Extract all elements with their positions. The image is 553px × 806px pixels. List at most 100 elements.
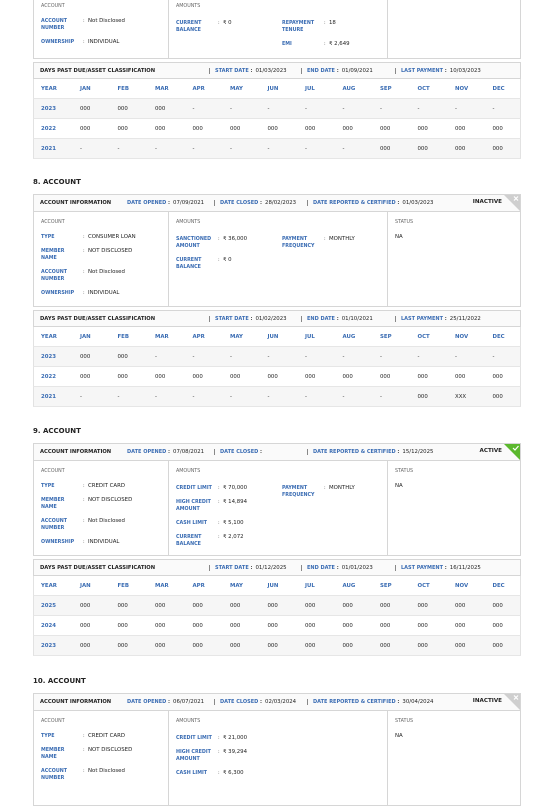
field-value: 18 <box>329 20 336 26</box>
dpd-header-cell: APR <box>192 334 205 340</box>
amounts-right: PAYMENT FREQUENCY MONTHLY <box>282 485 386 506</box>
field: OWNERSHIP INDIVIDUAL <box>41 290 161 297</box>
column-heading: STATUS <box>395 469 413 474</box>
dpd-cell: 000 <box>192 603 203 609</box>
amounts-left: CREDIT LIMIT ₹ 21,000 HIGH CREDIT AMOUNT ₹ … <box>176 735 280 784</box>
dpd-cell: 000 <box>417 623 428 629</box>
dpd-cell: - <box>267 146 270 152</box>
amounts-column: AMOUNTS CURRENT BALANCE ₹ 0 REPAYMENT TENUR… <box>168 0 387 58</box>
field-label: CREDIT LIMIT <box>176 735 216 742</box>
dpd-cell: 000 <box>492 374 503 380</box>
field: ACCOUNT NUMBER Not Disclosed <box>41 518 161 532</box>
account-status: INACTIVE <box>472 698 502 704</box>
dpd-cell: 000 <box>230 603 241 609</box>
field-label: ACCOUNT NUMBER <box>41 269 81 283</box>
column-heading: AMOUNTS <box>176 220 201 225</box>
dpd-cell: - <box>380 394 382 400</box>
amounts-column: AMOUNTS SANCTIONED AMOUNT ₹ 36,000 CURRENT … <box>168 212 387 306</box>
dpd-cell: - <box>155 354 157 360</box>
date-reported-value: 30/04/2024 <box>402 699 434 705</box>
column-heading: AMOUNTS <box>176 4 201 9</box>
field: EMI ₹ 2,649 <box>282 41 386 48</box>
dpd-row: 2023 000 000 000 000 000 000 000 000 000 000 000 000 <box>33 636 521 656</box>
status-value: NA <box>395 733 403 739</box>
dpd-header-cell: NOV <box>455 583 469 589</box>
amounts-left: SANCTIONED AMOUNT ₹ 36,000 CURRENT BALANCE… <box>176 236 280 278</box>
dpd-row: 2021 - - - - - - - - - 000 XXX 000 <box>33 387 521 407</box>
date-closed-label: DATE CLOSED <box>220 449 265 455</box>
dpd-header-cell: JUL <box>305 583 315 589</box>
field-value: ₹ 39,294 <box>223 749 248 755</box>
dpd-cell: 000 <box>455 623 466 629</box>
last-payment-value: 16/11/2025 <box>449 565 481 571</box>
dpd-cell: - <box>267 394 270 400</box>
account-details: ACCOUNT ACCOUNT NUMBER Not Disclosed OWNERS… <box>33 0 521 59</box>
account-status: INACTIVE <box>472 199 502 205</box>
field-value: ₹ 14,894 <box>223 499 248 505</box>
dpd-cell: 000 <box>117 374 128 380</box>
field-label: MEMBER NAME <box>41 248 81 262</box>
dpd-header-cell: JUN <box>267 583 279 589</box>
dpd-header-cell: OCT <box>417 583 430 589</box>
field-label: ACCOUNT NUMBER <box>41 18 81 32</box>
field-label: OWNERSHIP <box>41 39 81 46</box>
amounts-left: CURRENT BALANCE ₹ 0 <box>176 20 280 41</box>
field: ACCOUNT NUMBER Not Disclosed <box>41 18 161 32</box>
field: CREDIT LIMIT ₹ 21,000 <box>176 735 280 742</box>
date-reported-label: DATE REPORTED & CERTIFIED <box>313 200 402 206</box>
field-label: PAYMENT FREQUENCY <box>282 485 322 499</box>
end-date-value: 01/01/2023 <box>341 565 373 571</box>
dpd-cell: 000 <box>80 354 91 360</box>
dpd-cell: - <box>155 146 157 152</box>
field-label: TYPE <box>41 234 81 241</box>
start-date-label: START DATE <box>215 316 255 322</box>
dpd-year: 2023 <box>41 106 57 112</box>
badge-corner <box>504 444 520 460</box>
field: OWNERSHIP INDIVIDUAL <box>41 39 161 46</box>
field-label: OWNERSHIP <box>41 539 81 546</box>
dpd-cell: 000 <box>455 643 466 649</box>
field: CASH LIMIT ₹ 5,100 <box>176 520 280 527</box>
dpd-header-cell: FEB <box>117 583 129 589</box>
field-value: ₹ 21,000 <box>223 735 248 741</box>
section-title: 8. ACCOUNT <box>33 178 81 186</box>
dpd-cell: - <box>117 394 120 400</box>
field: MEMBER NAME NOT DISCLOSED <box>41 248 161 262</box>
dpd-cell: - <box>230 106 232 112</box>
field-label: CASH LIMIT <box>176 520 216 527</box>
dpd-year: 2023 <box>41 354 57 360</box>
field-label: REPAYMENT TENURE <box>282 20 322 34</box>
account-column: ACCOUNT TYPE CREDIT CARD MEMBER NAME NOT DIS… <box>34 461 168 555</box>
column-heading: ACCOUNT <box>41 719 65 724</box>
dpd-year: 2024 <box>41 623 57 629</box>
last-payment-label: LAST PAYMENT <box>401 565 450 571</box>
dpd-cell: - <box>80 394 82 400</box>
account-info-title: ACCOUNT INFORMATION <box>40 699 112 705</box>
last-payment-label: LAST PAYMENT <box>401 316 450 322</box>
dpd-header-cell: SEP <box>380 86 392 92</box>
column-heading: ACCOUNT <box>41 4 65 9</box>
dpd-header-row: YEAR JAN FEB MAR APR MAY JUN JUL AUG SEP OCT NOV DEC <box>33 79 521 99</box>
dpd-bar: DAYS PAST DUE/ASSET CLASSIFICATION START … <box>33 310 521 327</box>
last-payment-label: LAST PAYMENT <box>401 68 450 74</box>
dpd-cell: - <box>492 354 495 360</box>
dpd-cell: 000 <box>80 374 91 380</box>
dpd-cell: 000 <box>342 623 353 629</box>
dpd-cell: 000 <box>380 146 391 152</box>
date-reported-label: DATE REPORTED & CERTIFIED <box>313 699 402 705</box>
dpd-cell: 000 <box>267 374 278 380</box>
dpd-cell: - <box>192 394 195 400</box>
dpd-cell: 000 <box>305 126 316 132</box>
dpd-cell: 000 <box>155 106 166 112</box>
dpd-cell: 000 <box>155 623 166 629</box>
dpd-year: 2021 <box>41 146 57 152</box>
dpd-cell: 000 <box>80 106 91 112</box>
dpd-cell: - <box>305 106 307 112</box>
dpd-cell: 000 <box>492 643 503 649</box>
dpd-cell: 000 <box>117 106 128 112</box>
dpd-header-cell: JUN <box>267 86 279 92</box>
dpd-header-cell: MAR <box>155 334 169 340</box>
dpd-header-cell: JAN <box>80 583 91 589</box>
